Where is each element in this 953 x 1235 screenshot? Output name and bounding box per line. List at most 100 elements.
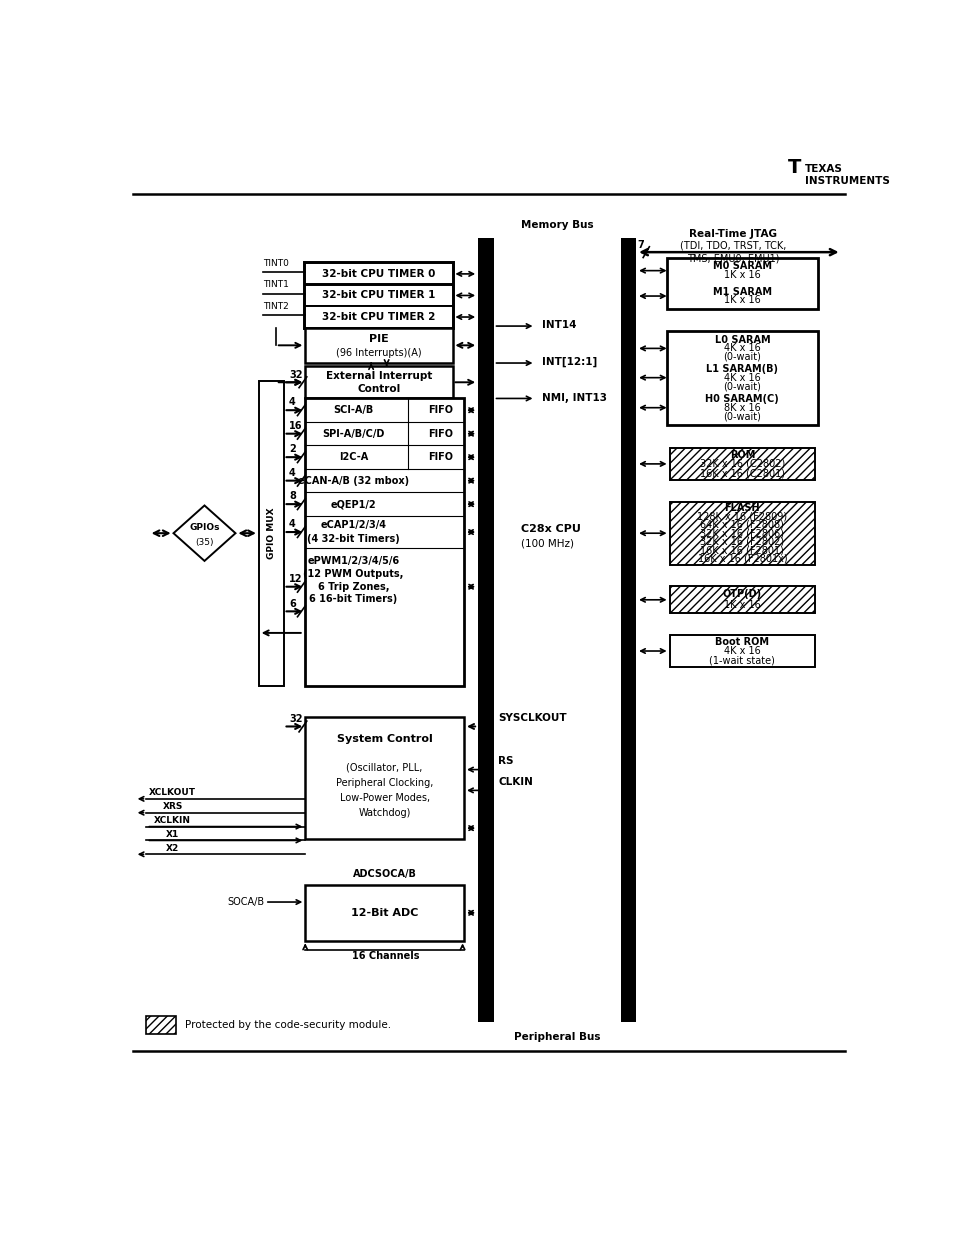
Text: (1-wait state): (1-wait state): [709, 656, 775, 666]
Text: External Interrupt: External Interrupt: [325, 372, 432, 382]
Text: 4K x 16: 4K x 16: [723, 646, 760, 656]
Text: 16K x 16 (C2801): 16K x 16 (C2801): [700, 468, 784, 478]
Text: TINT1: TINT1: [262, 280, 288, 289]
Text: XCLKOUT: XCLKOUT: [149, 788, 196, 797]
Text: INT[12:1]: INT[12:1]: [541, 357, 597, 367]
Text: GPIO MUX: GPIO MUX: [267, 508, 275, 559]
Text: (0-wait): (0-wait): [722, 411, 760, 421]
Text: 32K x 16 (C2802): 32K x 16 (C2802): [699, 459, 784, 469]
Text: 32K x 16 (F2802): 32K x 16 (F2802): [700, 537, 783, 547]
Text: TINT2: TINT2: [262, 301, 288, 311]
Polygon shape: [173, 505, 235, 561]
Text: CLKIN: CLKIN: [497, 777, 533, 787]
Text: ROM: ROM: [729, 450, 754, 459]
Text: 32-bit CPU TIMER 1: 32-bit CPU TIMER 1: [322, 290, 436, 300]
Text: T: T: [787, 158, 801, 177]
Text: (TDI, TDO, TRST, TCK,: (TDI, TDO, TRST, TCK,: [679, 241, 785, 251]
Text: (12 PWM Outputs,: (12 PWM Outputs,: [303, 569, 403, 579]
Text: 16K x 16 (F2801): 16K x 16 (F2801): [700, 545, 783, 555]
Text: 12: 12: [289, 574, 302, 584]
Text: TINT0: TINT0: [262, 258, 288, 268]
Bar: [305, 718, 464, 839]
Text: 16: 16: [289, 421, 302, 431]
Bar: [666, 331, 817, 425]
Bar: [669, 448, 815, 480]
Text: 32-bit CPU TIMER 0: 32-bit CPU TIMER 0: [322, 269, 436, 279]
Text: Low-Power Modes,: Low-Power Modes,: [339, 793, 429, 803]
Text: 1K x 16: 1K x 16: [723, 270, 760, 280]
Bar: [305, 306, 452, 327]
Text: (35): (35): [195, 538, 213, 547]
Text: RS: RS: [497, 756, 513, 766]
Text: OTP(D): OTP(D): [722, 589, 761, 599]
Text: 1K x 16: 1K x 16: [723, 295, 760, 305]
Text: SCI-A/B: SCI-A/B: [333, 405, 373, 415]
Text: Real-Time JTAG: Real-Time JTAG: [688, 228, 777, 238]
Bar: [669, 587, 815, 614]
Text: C28x CPU: C28x CPU: [520, 525, 580, 535]
Text: (4 32-bit Timers): (4 32-bit Timers): [307, 534, 399, 543]
Text: INT14: INT14: [541, 320, 576, 330]
Text: I2C-A: I2C-A: [338, 452, 368, 462]
Bar: [669, 363, 815, 393]
Text: X2: X2: [166, 844, 179, 852]
Bar: [305, 885, 464, 941]
Text: 16K x 16 (F2801x): 16K x 16 (F2801x): [697, 553, 786, 563]
Text: 2: 2: [289, 445, 295, 454]
Text: XCLKIN: XCLKIN: [154, 816, 191, 825]
Text: NMI, INT13: NMI, INT13: [541, 393, 606, 403]
Text: 1K x 16: 1K x 16: [723, 600, 760, 610]
Text: (0-wait): (0-wait): [722, 352, 760, 362]
Text: 32: 32: [289, 369, 302, 379]
Bar: [477, 238, 493, 1023]
Bar: [669, 333, 815, 363]
Text: PIE: PIE: [369, 335, 388, 345]
Text: M1 SARAM: M1 SARAM: [712, 287, 771, 296]
Text: Peripheral Clocking,: Peripheral Clocking,: [335, 778, 433, 788]
Text: H0 SARAM(C): H0 SARAM(C): [704, 394, 779, 404]
Bar: [305, 399, 464, 687]
Text: eCAN-A/B (32 mbox): eCAN-A/B (32 mbox): [297, 475, 409, 485]
Text: 32: 32: [289, 714, 302, 724]
Text: Control: Control: [356, 384, 400, 394]
Text: FIFO: FIFO: [428, 405, 453, 415]
Bar: [305, 263, 452, 284]
Text: System Control: System Control: [336, 734, 432, 743]
Text: 6 Trip Zones,: 6 Trip Zones,: [317, 582, 389, 592]
Text: 128K x 16 (F2809): 128K x 16 (F2809): [697, 511, 786, 521]
Text: 6 16-bit Timers): 6 16-bit Timers): [309, 594, 397, 604]
Text: 32K x 16 (F2806): 32K x 16 (F2806): [700, 529, 783, 538]
Text: X1: X1: [166, 830, 179, 839]
Text: 64K x 16 (F2808): 64K x 16 (F2808): [700, 520, 783, 530]
Text: 12-Bit ADC: 12-Bit ADC: [351, 908, 418, 918]
Text: 4K x 16: 4K x 16: [723, 343, 760, 353]
Text: M0 SARAM: M0 SARAM: [712, 262, 771, 272]
Text: L1 SARAM(B): L1 SARAM(B): [705, 364, 778, 374]
Bar: [669, 635, 815, 667]
Bar: [303, 262, 454, 330]
Bar: [669, 259, 815, 282]
Text: SOCA/B: SOCA/B: [228, 897, 265, 906]
Bar: [620, 238, 636, 1023]
Bar: [305, 285, 452, 306]
Text: Watchdog): Watchdog): [358, 809, 411, 819]
Text: L0 SARAM: L0 SARAM: [714, 335, 769, 345]
Bar: [669, 285, 815, 306]
Text: ePWM1/2/3/4/5/6: ePWM1/2/3/4/5/6: [307, 556, 399, 567]
Bar: [666, 258, 817, 309]
Text: (100 MHz): (100 MHz): [520, 538, 573, 548]
Text: FIFO: FIFO: [428, 429, 453, 438]
Text: 4: 4: [289, 398, 295, 408]
Text: Memory Bus: Memory Bus: [520, 220, 593, 230]
Text: SPI-A/B/C/D: SPI-A/B/C/D: [322, 429, 384, 438]
Text: 4: 4: [289, 468, 295, 478]
Bar: [669, 393, 815, 424]
Text: eCAP1/2/3/4: eCAP1/2/3/4: [320, 520, 386, 530]
Text: 16 Channels: 16 Channels: [352, 951, 418, 961]
Bar: [146, 1016, 175, 1035]
Bar: [669, 501, 815, 564]
Bar: [305, 366, 452, 399]
Text: 8: 8: [289, 492, 295, 501]
Text: Boot ROM: Boot ROM: [715, 637, 768, 647]
Text: FLASH: FLASH: [723, 503, 760, 513]
